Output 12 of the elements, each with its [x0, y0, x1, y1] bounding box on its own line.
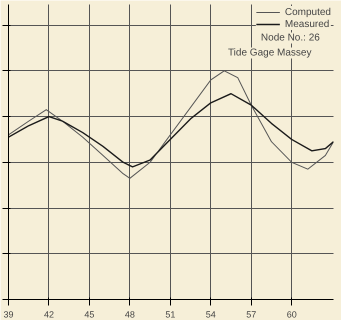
x-tick-label: 45 — [84, 310, 94, 320]
legend-label: Computed — [284, 6, 331, 18]
x-tick-label: 42 — [44, 310, 54, 320]
x-tick-label: 57 — [246, 310, 256, 320]
x-tick-label: 48 — [124, 310, 135, 320]
x-tick-label: 51 — [165, 310, 176, 320]
text: Node No.: 26 — [260, 32, 320, 44]
text: Tide Gage Massey — [228, 48, 312, 58]
x-tick-label: 54 — [206, 310, 216, 320]
x-tick-label: 39 — [3, 310, 14, 320]
x-tick-label: 60 — [286, 310, 297, 320]
legend-label: Measured — [284, 18, 330, 30]
